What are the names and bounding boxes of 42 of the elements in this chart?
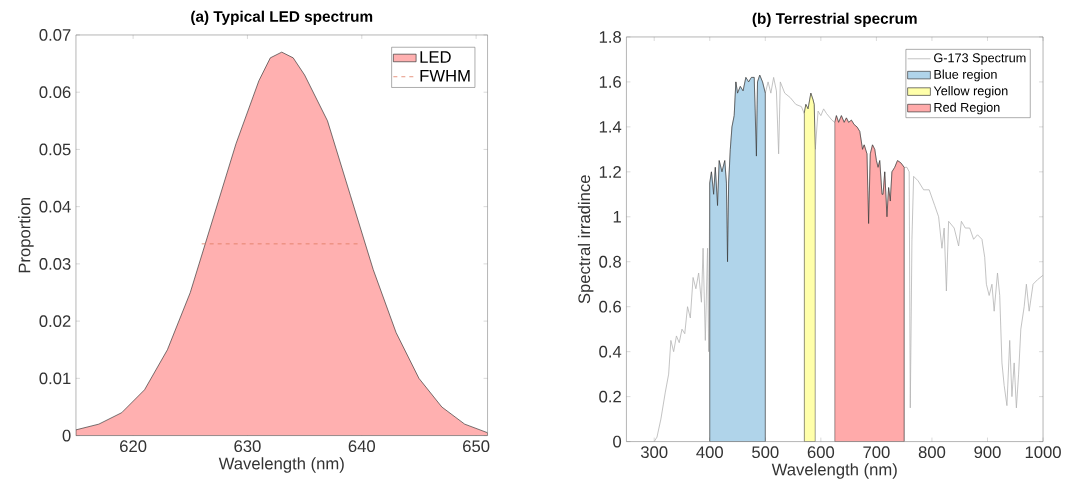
x-tick-label: 900 (974, 446, 1001, 459)
y-tick-label: 0.8 (599, 256, 622, 268)
legend-label: LED (420, 51, 451, 63)
x-tick-label: 640 (348, 440, 376, 453)
y-tick-label: 0.04 (39, 201, 71, 213)
x-tick-label: 600 (807, 446, 835, 459)
y-tick-label: 0 (62, 429, 71, 442)
chart-title: (a) Typical LED spectrum (191, 10, 373, 26)
x-axis-title: Wavelength (nm) (218, 457, 344, 473)
y-tick-label: 0.07 (39, 29, 71, 42)
x-tick-label: 630 (234, 440, 261, 453)
x-tick-label: 300 (640, 446, 668, 459)
y-tick-label: 1 (613, 211, 621, 223)
x-tick-label: 400 (696, 446, 723, 459)
y-tick-label: 0.03 (39, 258, 71, 271)
x-tick-label: 800 (918, 446, 946, 459)
x-tick-label: 500 (752, 446, 779, 459)
chart-title: (b) Terrestrial specrum (752, 12, 917, 28)
y-tick-label: 1.2 (599, 166, 621, 178)
y-tick-label: 1.8 (599, 31, 622, 44)
y-axis-title: Proportion (18, 198, 34, 273)
y-tick-label: 0.2 (599, 390, 621, 403)
y-tick-label: 1.6 (599, 76, 621, 89)
y-tick-label: 0 (613, 435, 622, 448)
x-tick-label: 1000 (1025, 446, 1061, 459)
y-tick-label: 0.06 (39, 86, 71, 99)
y-tick-label: 0.6 (599, 301, 621, 313)
x-tick-label: 650 (463, 440, 490, 453)
x-axis-title: Wavelength (nm) (771, 463, 897, 479)
y-tick-label: 0.05 (39, 143, 71, 156)
legend-label: FWHM (420, 70, 470, 82)
legend-label: Red Region (934, 102, 1000, 115)
legend-label: Yellow region (933, 86, 1008, 99)
legend-label: G-173 Spectrum (934, 53, 1026, 66)
legend-label: Blue region (934, 69, 997, 82)
y-tick-label: 0.02 (39, 315, 71, 328)
x-tick-label: 620 (120, 440, 147, 453)
y-tick-label: 0.01 (39, 372, 71, 385)
x-tick-label: 700 (863, 446, 890, 459)
y-tick-label: 0.4 (599, 346, 622, 358)
y-axis-title: Spectral irradince (577, 175, 594, 304)
y-tick-label: 1.4 (599, 121, 622, 133)
